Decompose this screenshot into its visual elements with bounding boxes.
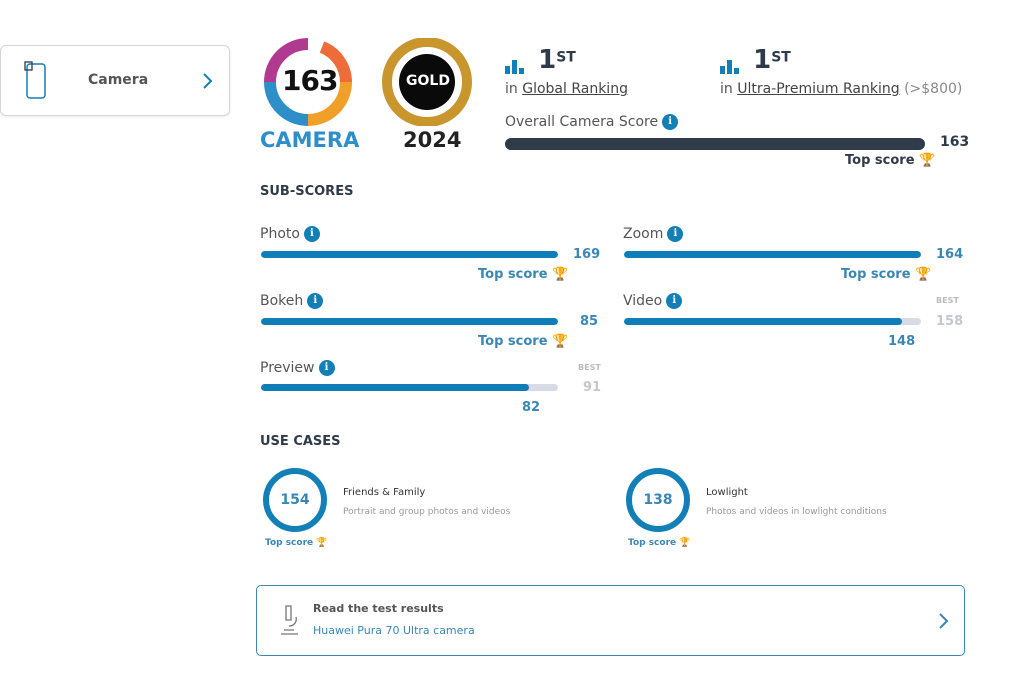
gold-year: 2024	[403, 128, 462, 152]
ultra-premium-ranking: 1ST	[720, 45, 791, 75]
global-ranking: 1ST	[505, 45, 576, 75]
sidebar-camera-card[interactable]: Camera	[0, 45, 230, 116]
camera-label: Camera	[88, 72, 149, 88]
overall-score-value: 163	[940, 134, 970, 150]
lowlight-score-ring: 138	[626, 468, 690, 532]
video-bar	[624, 318, 921, 325]
ranking-bars-icon	[720, 60, 739, 74]
test-results-card[interactable]: Read the test results Huawei Pura 70 Ult…	[256, 585, 965, 656]
photo-bar	[261, 251, 558, 258]
chevron-right-icon	[939, 613, 949, 629]
usecases-title: USE CASES	[260, 434, 341, 449]
ranking-bars-icon	[505, 60, 524, 74]
gold-badge: GOLD	[382, 37, 472, 127]
overall-score-bar	[505, 138, 925, 150]
zoom-bar	[624, 251, 921, 258]
info-icon[interactable]: i	[307, 293, 324, 309]
overall-score-label: Overall Camera Score i	[505, 114, 679, 130]
global-ranking-link[interactable]: Global Ranking	[522, 81, 628, 97]
microscope-icon	[281, 605, 298, 635]
camera-label-text: CAMERA	[260, 128, 360, 152]
camera-score-badge: 163	[262, 38, 354, 126]
subscores-title: SUB-SCORES	[260, 184, 354, 199]
phone-camera-icon	[24, 61, 46, 99]
overall-top-score: Top score 🏆	[845, 153, 936, 168]
gold-label: GOLD	[406, 73, 450, 89]
ultra-premium-ranking-link[interactable]: Ultra-Premium Ranking	[737, 81, 900, 97]
info-icon[interactable]: i	[303, 226, 320, 242]
preview-bar	[261, 384, 558, 391]
info-icon[interactable]: i	[662, 114, 679, 130]
chevron-right-icon	[203, 73, 213, 89]
friends-family-score-ring: 154	[263, 468, 327, 532]
camera-score: 163	[282, 64, 338, 97]
test-results-link[interactable]: Huawei Pura 70 Ultra camera	[313, 624, 475, 637]
bokeh-bar	[261, 318, 558, 325]
info-icon[interactable]: i	[318, 360, 335, 376]
info-icon[interactable]: i	[667, 226, 684, 242]
info-icon[interactable]: i	[666, 293, 683, 309]
